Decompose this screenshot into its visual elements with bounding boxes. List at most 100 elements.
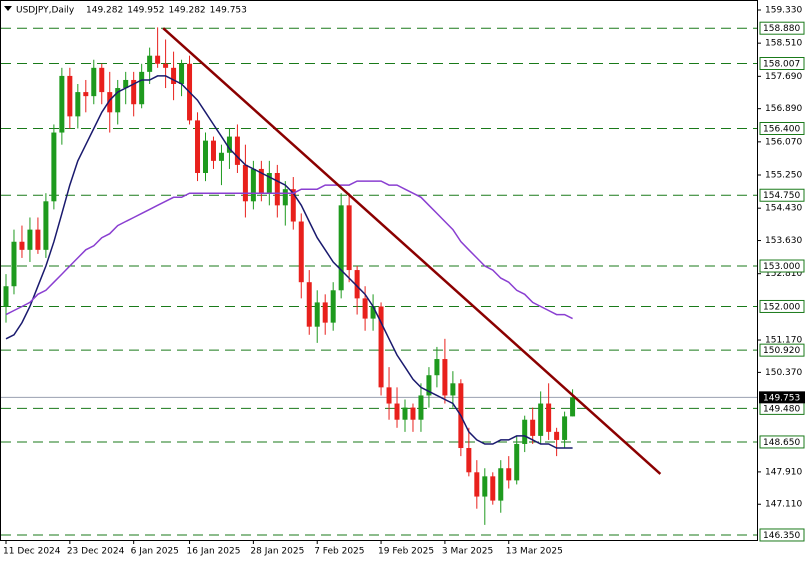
y-tick-label: 151.170 (765, 336, 802, 346)
candle-body (179, 63, 185, 85)
y-tick-label: 153.630 (765, 236, 802, 246)
level-label: 154.750 (763, 191, 800, 201)
candle-body (163, 63, 169, 68)
current-price-label: 149.753 (763, 393, 800, 403)
header-high: 149.952 (127, 6, 164, 16)
level-label-box (759, 259, 805, 273)
level-label: 153.000 (763, 262, 800, 272)
candle-body (258, 168, 264, 194)
candle-body (115, 88, 121, 113)
candle-body (466, 448, 472, 473)
level-label-box (759, 121, 805, 135)
candle-body (91, 67, 97, 97)
y-tick-label: 156.890 (765, 104, 802, 114)
candle-body (442, 359, 448, 396)
candle-body (314, 302, 320, 327)
current-price-box (759, 391, 805, 404)
candle-body (346, 205, 352, 271)
candle-body (378, 306, 384, 388)
level-label-box (759, 343, 805, 357)
x-tick-label: 19 Feb 2025 (378, 547, 434, 557)
candle-body (530, 419, 536, 436)
level-label-box (759, 21, 805, 35)
header: USDJPY,Daily (4, 6, 75, 16)
moving-average (5, 180, 573, 320)
candle-body (195, 120, 201, 173)
candle-body (210, 140, 216, 161)
candle-body (410, 407, 416, 420)
candle-body (330, 290, 336, 323)
candle-body (131, 79, 137, 105)
header-low: 149.282 (168, 6, 205, 16)
candle-body (35, 229, 41, 250)
candle-body (298, 221, 304, 283)
candle-body (402, 407, 408, 420)
candle-body (242, 164, 248, 202)
candle-body (562, 416, 568, 440)
plot-frame (0, 0, 758, 541)
candle-body (83, 92, 89, 97)
candle-body (538, 403, 544, 436)
y-tick-label: 147.910 (765, 467, 802, 477)
y-tick-label: 154.430 (765, 204, 802, 214)
candle-body (139, 71, 145, 105)
candle-body (370, 306, 376, 319)
candle-body (482, 476, 488, 497)
candle-body (107, 92, 113, 113)
level-label: 158.007 (763, 60, 800, 70)
level-label: 152.000 (763, 302, 800, 312)
candle-body (418, 395, 424, 420)
level-label-box (759, 435, 805, 449)
candle-body (67, 75, 73, 117)
candle-body (394, 403, 400, 420)
x-tick-label: 7 Feb 2025 (314, 547, 364, 557)
candle-body (203, 140, 208, 173)
candle-body (450, 383, 456, 396)
x-tick-label: 11 Dec 2024 (3, 547, 61, 557)
candle-body (362, 298, 368, 319)
candle-body (147, 55, 153, 72)
x-tick-label: 16 Jan 2025 (187, 547, 241, 557)
y-tick-label: 158.510 (765, 39, 802, 49)
candle-body (546, 403, 552, 432)
level-label: 156.400 (763, 124, 800, 134)
candle-body (522, 419, 528, 444)
y-tick-label: 147.110 (765, 500, 802, 510)
candle-body (43, 201, 49, 250)
level-label-box (759, 57, 805, 71)
candle-body (498, 468, 504, 501)
candle-body (171, 67, 177, 85)
y-tick-label: 150.370 (765, 368, 802, 378)
candle-body (3, 286, 9, 307)
symbol-title: USDJPY,Daily (16, 6, 75, 16)
candle-body (75, 92, 81, 117)
level-label: 148.650 (763, 438, 800, 448)
x-tick-label: 28 Jan 2025 (250, 547, 304, 557)
candle-body (338, 205, 344, 291)
x-tick-label: 23 Dec 2024 (67, 547, 125, 557)
candle-body (322, 302, 328, 323)
trendline (162, 27, 662, 475)
candle-body (234, 136, 240, 165)
level-label: 158.880 (763, 24, 800, 34)
candle-body (27, 229, 33, 250)
candle-body (514, 443, 520, 481)
candle-body (226, 136, 232, 153)
y-tick-label: 156.070 (765, 137, 802, 147)
y-tick-label: 155.250 (765, 171, 802, 181)
candle-body (99, 67, 105, 93)
candle-body (19, 241, 25, 250)
header-arrow (4, 6, 12, 11)
x-tick-label: 13 Mar 2025 (506, 547, 563, 557)
header-close: 149.753 (210, 6, 247, 16)
candle-body (282, 189, 288, 206)
level-label: 146.350 (763, 531, 800, 541)
candle-body (218, 152, 224, 161)
candle-body (59, 75, 65, 133)
candle-body (123, 79, 129, 89)
header-open: 149.282 (86, 6, 123, 16)
candle-body (11, 241, 17, 287)
candle-body (386, 387, 392, 404)
candle-body (290, 189, 296, 222)
